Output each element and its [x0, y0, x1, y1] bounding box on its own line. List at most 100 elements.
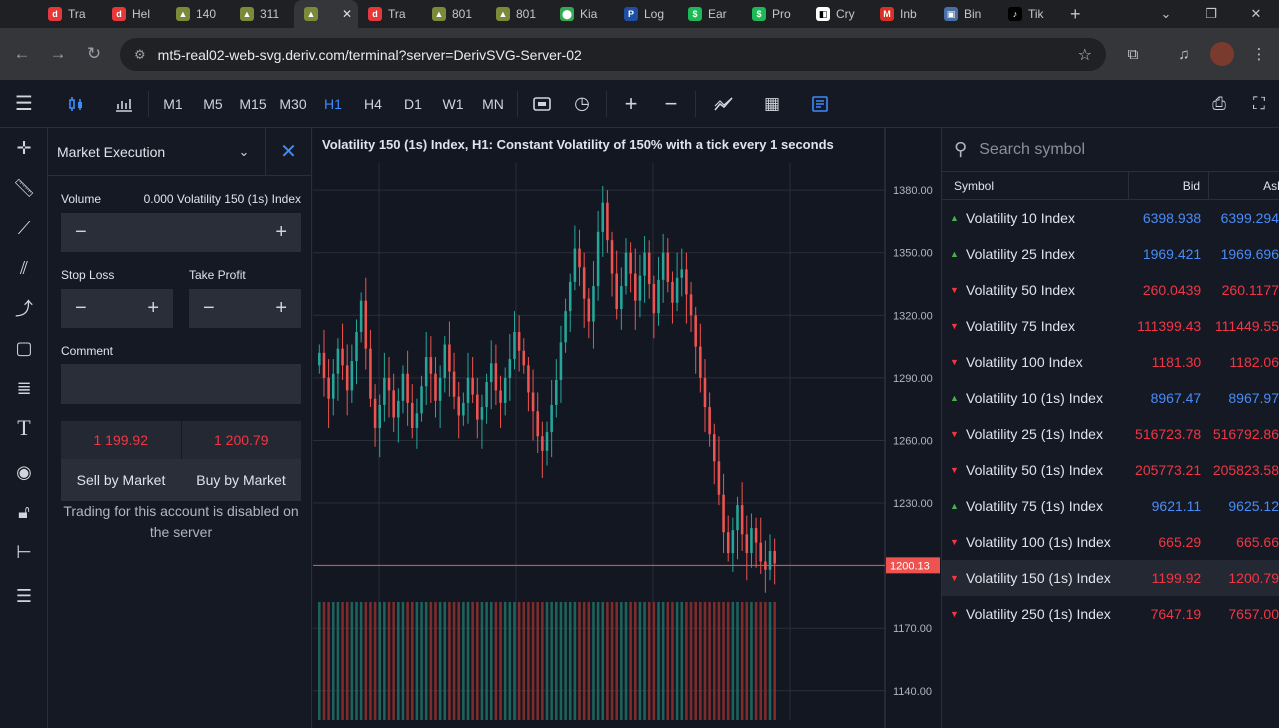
browser-tab[interactable]: ▲ 311 — [230, 0, 294, 28]
lock-drawings-icon[interactable]: 🔓︎ — [18, 501, 30, 522]
browser-tab[interactable]: ⬤ Kia — [550, 0, 614, 28]
watchlist-row[interactable]: ▼ Volatility 100 (1s) Index 665.29 665.66 — [942, 524, 1279, 560]
browser-tab[interactable]: ▲ 801 — [422, 0, 486, 28]
symbol-column-header[interactable]: Symbol — [942, 171, 1130, 200]
shapes-icon[interactable]: ▢ — [15, 337, 33, 358]
timeframe-mn[interactable]: MN — [482, 95, 504, 112]
indicators-icon[interactable] — [700, 80, 748, 128]
watchlist-row[interactable]: ▼ Volatility 150 (1s) Index 1199.92 1200.79 — [942, 560, 1279, 596]
reload-icon[interactable]: ↻ — [86, 44, 102, 63]
browser-tab[interactable]: ▲ ✕ — [294, 0, 358, 28]
take-profit-stepper[interactable]: − + — [189, 289, 301, 328]
symbol-search[interactable]: ⚲ Search symbol — [942, 128, 1279, 172]
database-icon[interactable]: ☰ — [15, 585, 33, 606]
extensions-icon[interactable]: ⧉ — [1127, 45, 1139, 63]
browser-tab[interactable]: ▲ 801 — [486, 0, 550, 28]
restore-window-icon[interactable]: ❐ — [1205, 6, 1217, 21]
url-omnibox[interactable]: ⚙ mt5-real02-web-svg.deriv.com/terminal?… — [120, 38, 1106, 71]
watchlist-row[interactable]: ▼ Volatility 100 Index 1181.30 1182.06 — [942, 344, 1279, 380]
comment-input[interactable] — [61, 364, 301, 404]
volume-increase-button[interactable]: + — [275, 221, 287, 243]
browser-tab[interactable]: ◧ Cry — [806, 0, 870, 28]
chevron-down-icon[interactable]: ⌄ — [238, 143, 250, 159]
ask-column-header[interactable]: Ask — [1263, 178, 1279, 193]
watchlist-row[interactable]: ▲ Volatility 10 Index 6398.938 6399.294 — [942, 200, 1279, 236]
zoom-out-icon[interactable]: − — [664, 90, 678, 116]
watchlist-row[interactable]: ▼ Volatility 250 (1s) Index 7647.19 7657.00 — [942, 596, 1279, 632]
forward-icon[interactable]: → — [49, 44, 67, 63]
watchlist-row[interactable]: ▼ Volatility 50 Index 260.0439 260.1177 — [942, 272, 1279, 308]
browser-tab[interactable]: $ Ear — [678, 0, 742, 28]
stop-loss-increase-button[interactable]: + — [147, 297, 159, 319]
site-settings-icon[interactable]: ⚙ — [134, 46, 146, 62]
bar-chart-type-icon[interactable] — [104, 80, 144, 128]
bookmark-star-icon[interactable]: ☆ — [1077, 46, 1092, 64]
history-clock-icon[interactable]: ◷ — [574, 93, 590, 113]
candlestick-chart-type-icon[interactable] — [48, 80, 104, 128]
zoom-in-icon[interactable]: + — [624, 90, 638, 116]
sell-by-market-button[interactable]: Sell by Market — [76, 472, 166, 488]
back-icon[interactable]: ← — [13, 44, 31, 63]
timeframe-m1[interactable]: M1 — [163, 95, 183, 112]
browser-tab[interactable]: d Tra — [38, 0, 102, 28]
tab-search-icon[interactable]: ⌄ — [1160, 6, 1172, 21]
browser-tab[interactable]: ▲ 140 — [166, 0, 230, 28]
object-tree-icon[interactable]: ⊢ — [16, 541, 32, 562]
chart-canvas[interactable]: 1380.00 1350.00 1320.00 1290.00 1260.00 1230.… — [313, 128, 941, 728]
timeframe-m30[interactable]: M30 — [279, 95, 307, 112]
browser-tab[interactable]: d Hel — [102, 0, 166, 28]
polyline-icon[interactable]: ⤴ — [15, 299, 33, 319]
buy-by-market-button[interactable]: Buy by Market — [196, 472, 286, 488]
trend-line-icon[interactable]: ⟋ — [17, 217, 31, 238]
browser-tab[interactable]: P Log — [614, 0, 678, 28]
visibility-eye-icon[interactable]: ◉ — [16, 461, 32, 482]
bid-price: 205773.21 — [1135, 462, 1202, 478]
tab-close-icon[interactable]: ✕ — [341, 7, 352, 21]
new-tab-button[interactable]: + — [1070, 3, 1081, 24]
screenshot-camera-icon[interactable]: ⎙ — [1212, 93, 1226, 113]
browser-menu-icon[interactable]: ⋮ — [1251, 46, 1267, 63]
watchlist-row[interactable]: ▲ Volatility 25 Index 1969.421 1969.696 — [942, 236, 1279, 272]
close-panel-icon[interactable]: ✕ — [265, 127, 311, 176]
hamburger-menu-icon[interactable]: ☰ — [15, 93, 33, 115]
browser-tab[interactable]: $ Pro — [742, 0, 806, 28]
watchlist-row[interactable]: ▼ Volatility 25 (1s) Index 516723.78 516792… — [942, 416, 1279, 452]
templates-icon[interactable] — [796, 80, 844, 128]
one-click-trading-icon[interactable] — [522, 80, 562, 128]
watchlist-row[interactable]: ▼ Volatility 50 (1s) Index 205773.21 205823… — [942, 452, 1279, 488]
watchlist-row[interactable]: ▲ Volatility 75 (1s) Index 9621.11 9625.12 — [942, 488, 1279, 524]
profile-avatar[interactable] — [1210, 42, 1234, 66]
crosshair-icon[interactable]: ✛ — [16, 137, 32, 158]
browser-tab[interactable]: M Inb — [870, 0, 934, 28]
volume-decrease-button[interactable]: − — [75, 221, 87, 243]
browser-tab[interactable]: ♪ Tik — [998, 0, 1062, 28]
browser-tab[interactable]: d Tra — [358, 0, 422, 28]
text-tool-icon[interactable]: T — [17, 415, 31, 440]
timeframe-m15[interactable]: M15 — [239, 95, 267, 112]
search-input[interactable]: Search symbol — [979, 140, 1086, 158]
calendar-icon[interactable]: ▦ — [763, 93, 781, 113]
close-window-icon[interactable]: ✕ — [1250, 6, 1262, 21]
stop-loss-stepper[interactable]: − + — [61, 289, 173, 328]
bid-column-header[interactable]: Bid — [1129, 171, 1210, 200]
price-chart[interactable]: 1380.00 1350.00 1320.00 1290.00 1260.00 1230.… — [313, 128, 941, 728]
ruler-icon[interactable]: 📏︎ — [12, 177, 36, 198]
browser-tab[interactable]: ▣ Bin — [934, 0, 998, 28]
timeframe-h1[interactable]: H1 — [324, 95, 342, 112]
timeframe-w1[interactable]: W1 — [442, 95, 464, 112]
take-profit-decrease-button[interactable]: − — [203, 297, 215, 319]
fibonacci-icon[interactable]: ≣ — [16, 377, 32, 398]
channel-icon[interactable]: ⫽ — [19, 257, 29, 278]
watchlist-row[interactable]: ▼ Volatility 75 Index 111399.43 111449.55 — [942, 308, 1279, 344]
order-type-select[interactable]: Market Execution — [57, 143, 166, 160]
timeframe-h4[interactable]: H4 — [364, 95, 382, 112]
take-profit-increase-button[interactable]: + — [275, 297, 287, 319]
volume-stepper[interactable]: − + — [61, 213, 301, 252]
url-text[interactable]: mt5-real02-web-svg.deriv.com/terminal?se… — [157, 46, 582, 63]
fullscreen-icon[interactable]: ⛶ — [1253, 93, 1265, 113]
media-controls-icon[interactable]: ♫ — [1178, 45, 1190, 63]
watchlist-row[interactable]: ▲ Volatility 10 (1s) Index 8967.47 8967.97 — [942, 380, 1279, 416]
stop-loss-decrease-button[interactable]: − — [75, 297, 87, 319]
timeframe-m5[interactable]: M5 — [203, 95, 223, 112]
timeframe-d1[interactable]: D1 — [404, 95, 422, 112]
